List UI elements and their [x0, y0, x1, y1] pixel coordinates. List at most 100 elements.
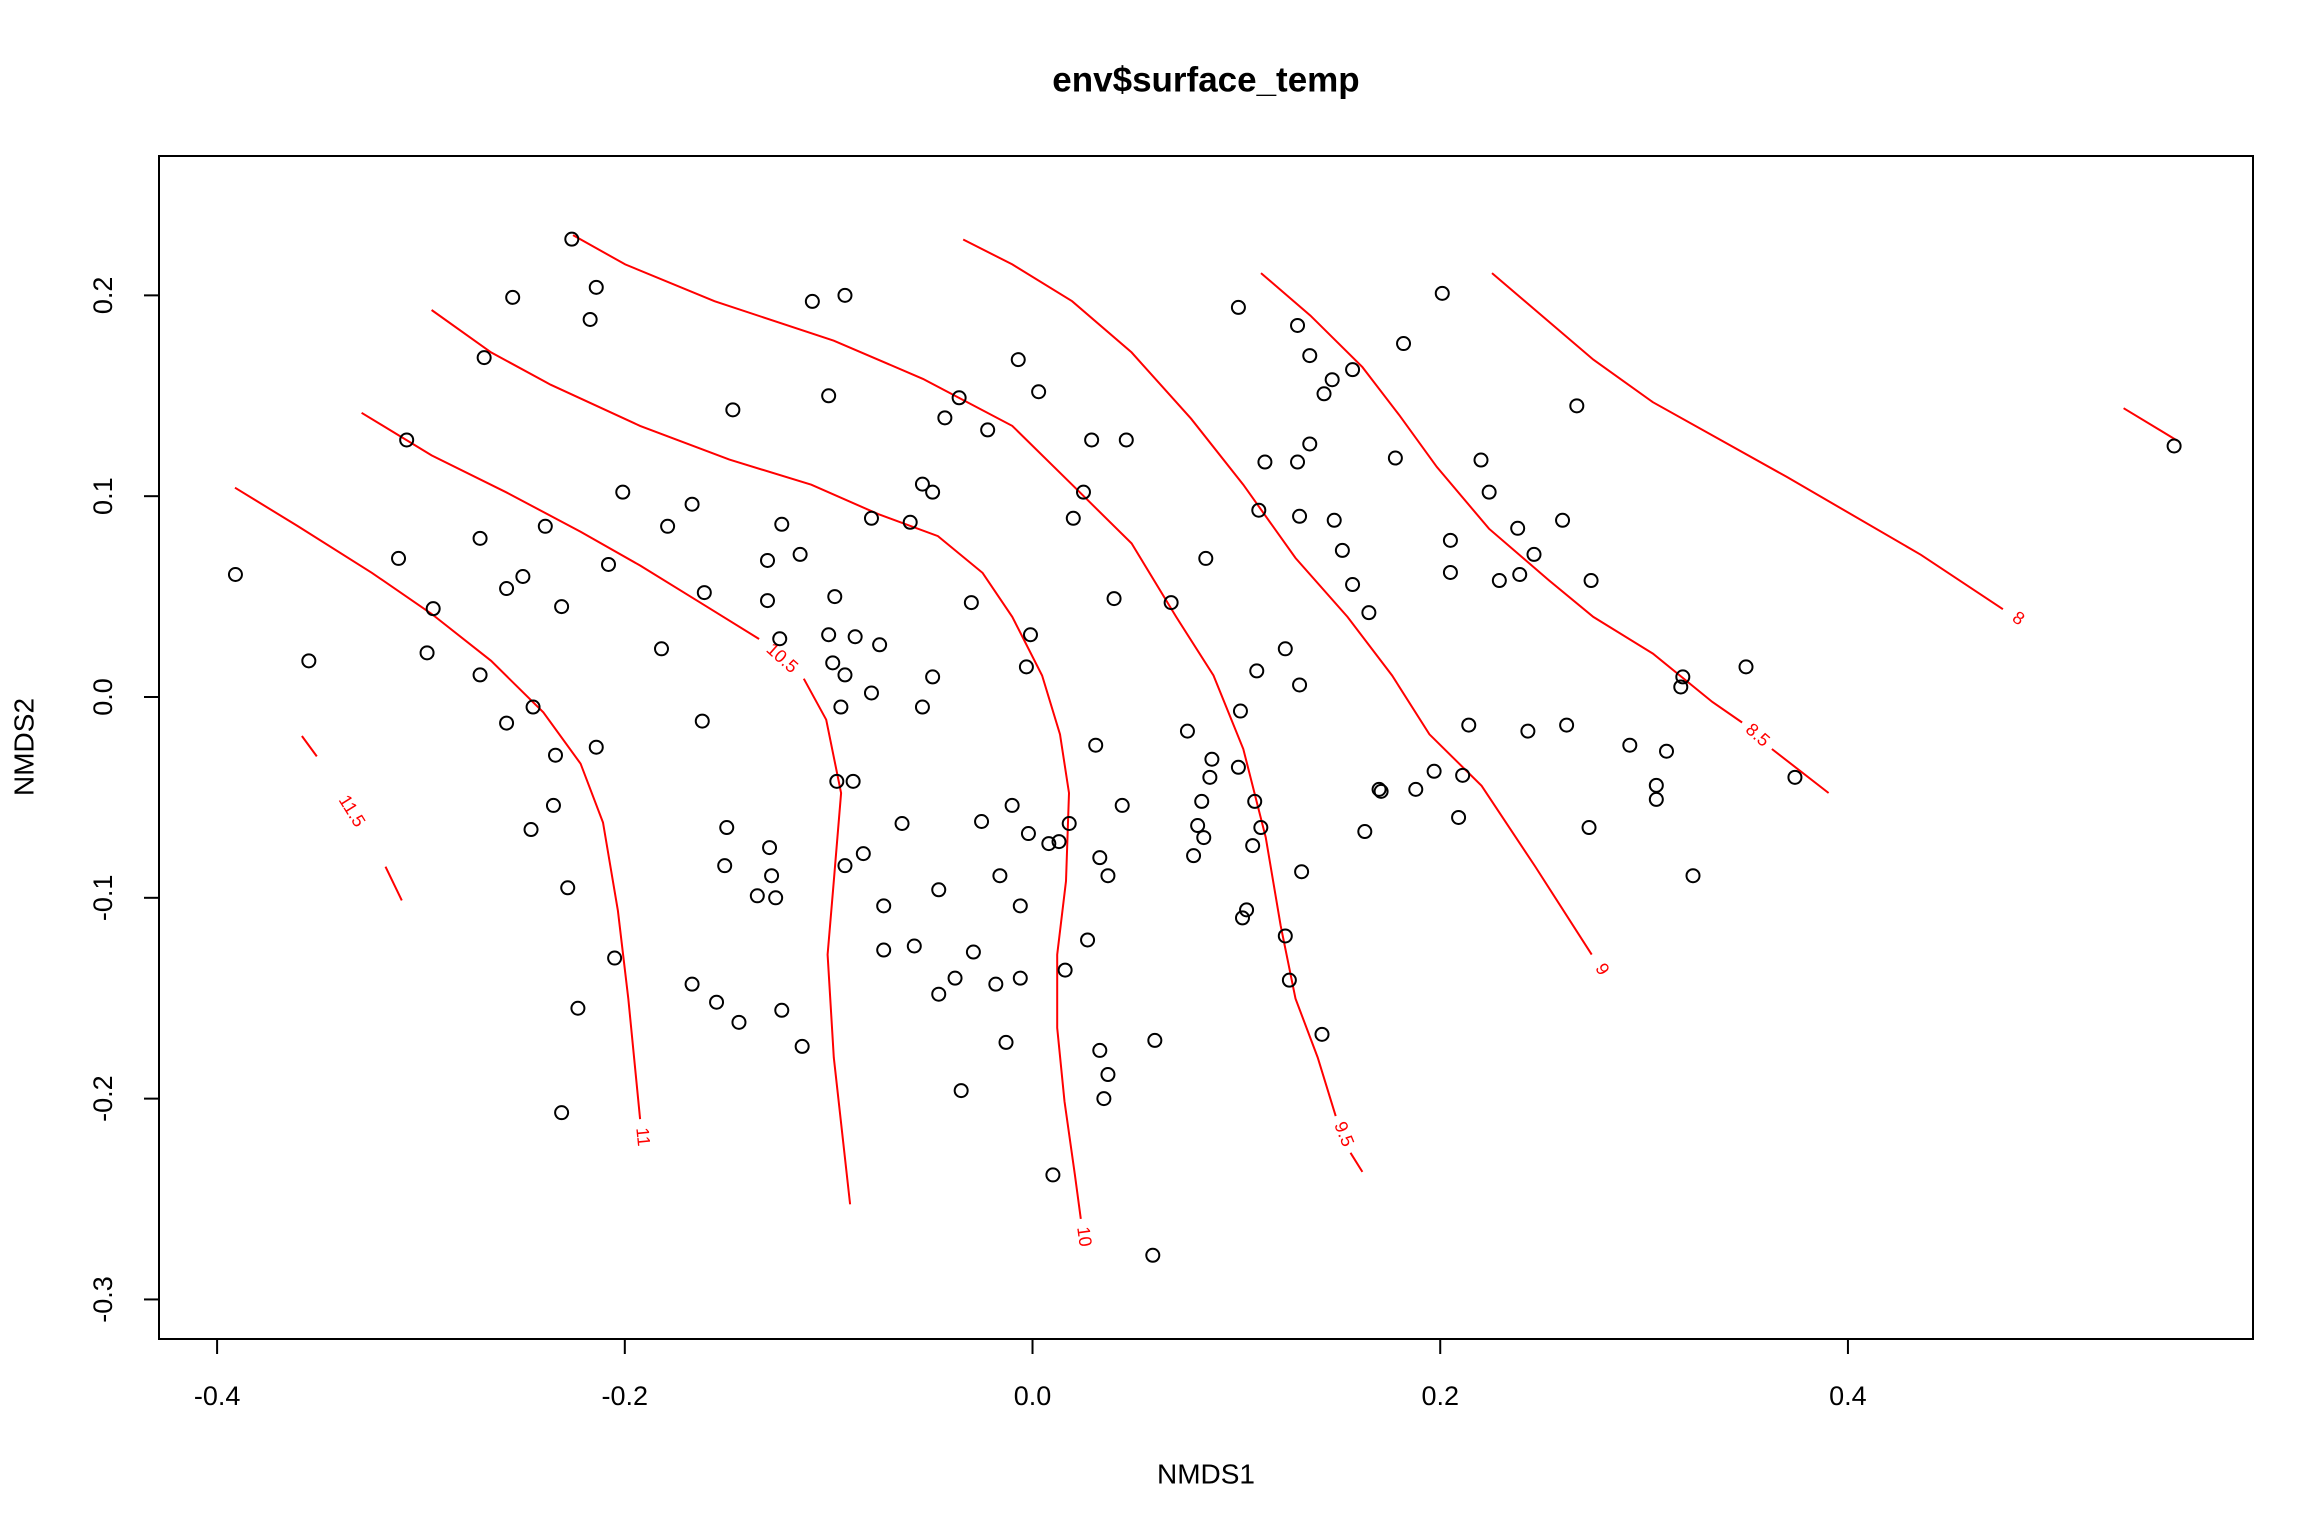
x-tick-label: -0.4 — [194, 1381, 241, 1411]
contour-line — [234, 486, 642, 1120]
data-point — [1345, 362, 1361, 378]
contour-label: 10 — [1073, 1225, 1096, 1248]
data-point — [1230, 299, 1246, 315]
data-point — [749, 888, 765, 904]
data-point — [1434, 285, 1450, 301]
data-point — [694, 713, 710, 729]
data-point — [794, 1038, 810, 1054]
data-point — [872, 637, 888, 653]
data-point — [992, 868, 1008, 884]
data-point — [1461, 717, 1477, 733]
data-point — [760, 593, 776, 609]
data-point — [554, 1105, 570, 1121]
data-point — [837, 858, 853, 874]
data-point — [391, 550, 407, 566]
data-point — [1314, 1026, 1330, 1042]
contour-label: 9 — [1591, 960, 1613, 979]
data-point — [1253, 820, 1269, 836]
data-point — [588, 739, 604, 755]
data-point — [914, 476, 930, 492]
data-point — [601, 556, 617, 572]
data-point — [1316, 386, 1332, 402]
data-point — [660, 518, 676, 534]
data-point — [1084, 432, 1100, 448]
data-point — [399, 432, 415, 448]
data-point — [1257, 454, 1273, 470]
data-point — [582, 311, 598, 327]
data-point — [980, 422, 996, 438]
data-point — [1526, 546, 1542, 562]
y-tick-label: 0.1 — [88, 477, 118, 515]
data-point — [1491, 573, 1507, 589]
data-point — [1787, 769, 1803, 785]
data-point — [931, 986, 947, 1002]
data-point — [1080, 932, 1096, 948]
data-point — [762, 840, 778, 856]
contour-line — [301, 735, 403, 901]
data-point — [505, 289, 521, 305]
data-point — [684, 496, 700, 512]
data-point — [863, 510, 879, 526]
data-point — [1230, 759, 1246, 775]
data-point — [1371, 781, 1387, 797]
data-point — [774, 516, 790, 532]
y-axis-label: NMDS2 — [8, 698, 39, 796]
data-point — [925, 484, 941, 500]
data-point — [1387, 450, 1403, 466]
data-point — [1302, 348, 1318, 364]
data-point — [963, 595, 979, 611]
data-point — [227, 566, 243, 582]
data-point — [1204, 751, 1220, 767]
data-point — [1179, 723, 1195, 739]
data-point — [1004, 797, 1020, 813]
data-point — [607, 950, 623, 966]
data-point — [554, 599, 570, 615]
x-axis-label: NMDS1 — [1157, 1458, 1255, 1489]
y-tick-label: 0.0 — [88, 678, 118, 716]
data-point — [1057, 962, 1073, 978]
data-point — [837, 667, 853, 683]
data-point — [774, 1002, 790, 1018]
data-point — [1373, 783, 1389, 799]
data-point — [1106, 591, 1122, 607]
y-tick-label: -0.3 — [88, 1276, 118, 1323]
plot-frame — [158, 155, 2254, 1340]
y-tick-label: 0.2 — [88, 277, 118, 315]
data-point — [525, 699, 541, 715]
data-point — [804, 293, 820, 309]
data-point — [1555, 512, 1571, 528]
data-point — [1234, 910, 1250, 926]
data-point — [1512, 566, 1528, 582]
data-point — [1145, 1247, 1161, 1263]
data-point — [1326, 512, 1342, 528]
data-point — [1583, 573, 1599, 589]
data-point — [1290, 317, 1306, 333]
data-point — [827, 589, 843, 605]
data-point — [845, 773, 861, 789]
data-point — [760, 552, 776, 568]
data-point — [902, 514, 918, 530]
x-tick-label: -0.2 — [602, 1381, 649, 1411]
data-point — [615, 484, 631, 500]
data-point — [1249, 663, 1265, 679]
data-point — [1277, 641, 1293, 657]
data-point — [1569, 398, 1585, 414]
data-point — [523, 822, 539, 838]
data-point — [1196, 830, 1212, 846]
data-point — [472, 530, 488, 546]
data-point — [1324, 372, 1340, 388]
data-point — [1045, 1167, 1061, 1183]
data-point — [1442, 564, 1458, 580]
data-point — [876, 942, 892, 958]
contour-label: 8.5 — [1742, 719, 1774, 751]
data-point — [947, 970, 963, 986]
contour-line — [962, 238, 1593, 956]
data-point — [1473, 452, 1489, 468]
data-point — [1357, 824, 1373, 840]
data-point — [855, 846, 871, 862]
data-point — [684, 976, 700, 992]
contour-line — [1260, 272, 1830, 794]
data-point — [1232, 703, 1248, 719]
